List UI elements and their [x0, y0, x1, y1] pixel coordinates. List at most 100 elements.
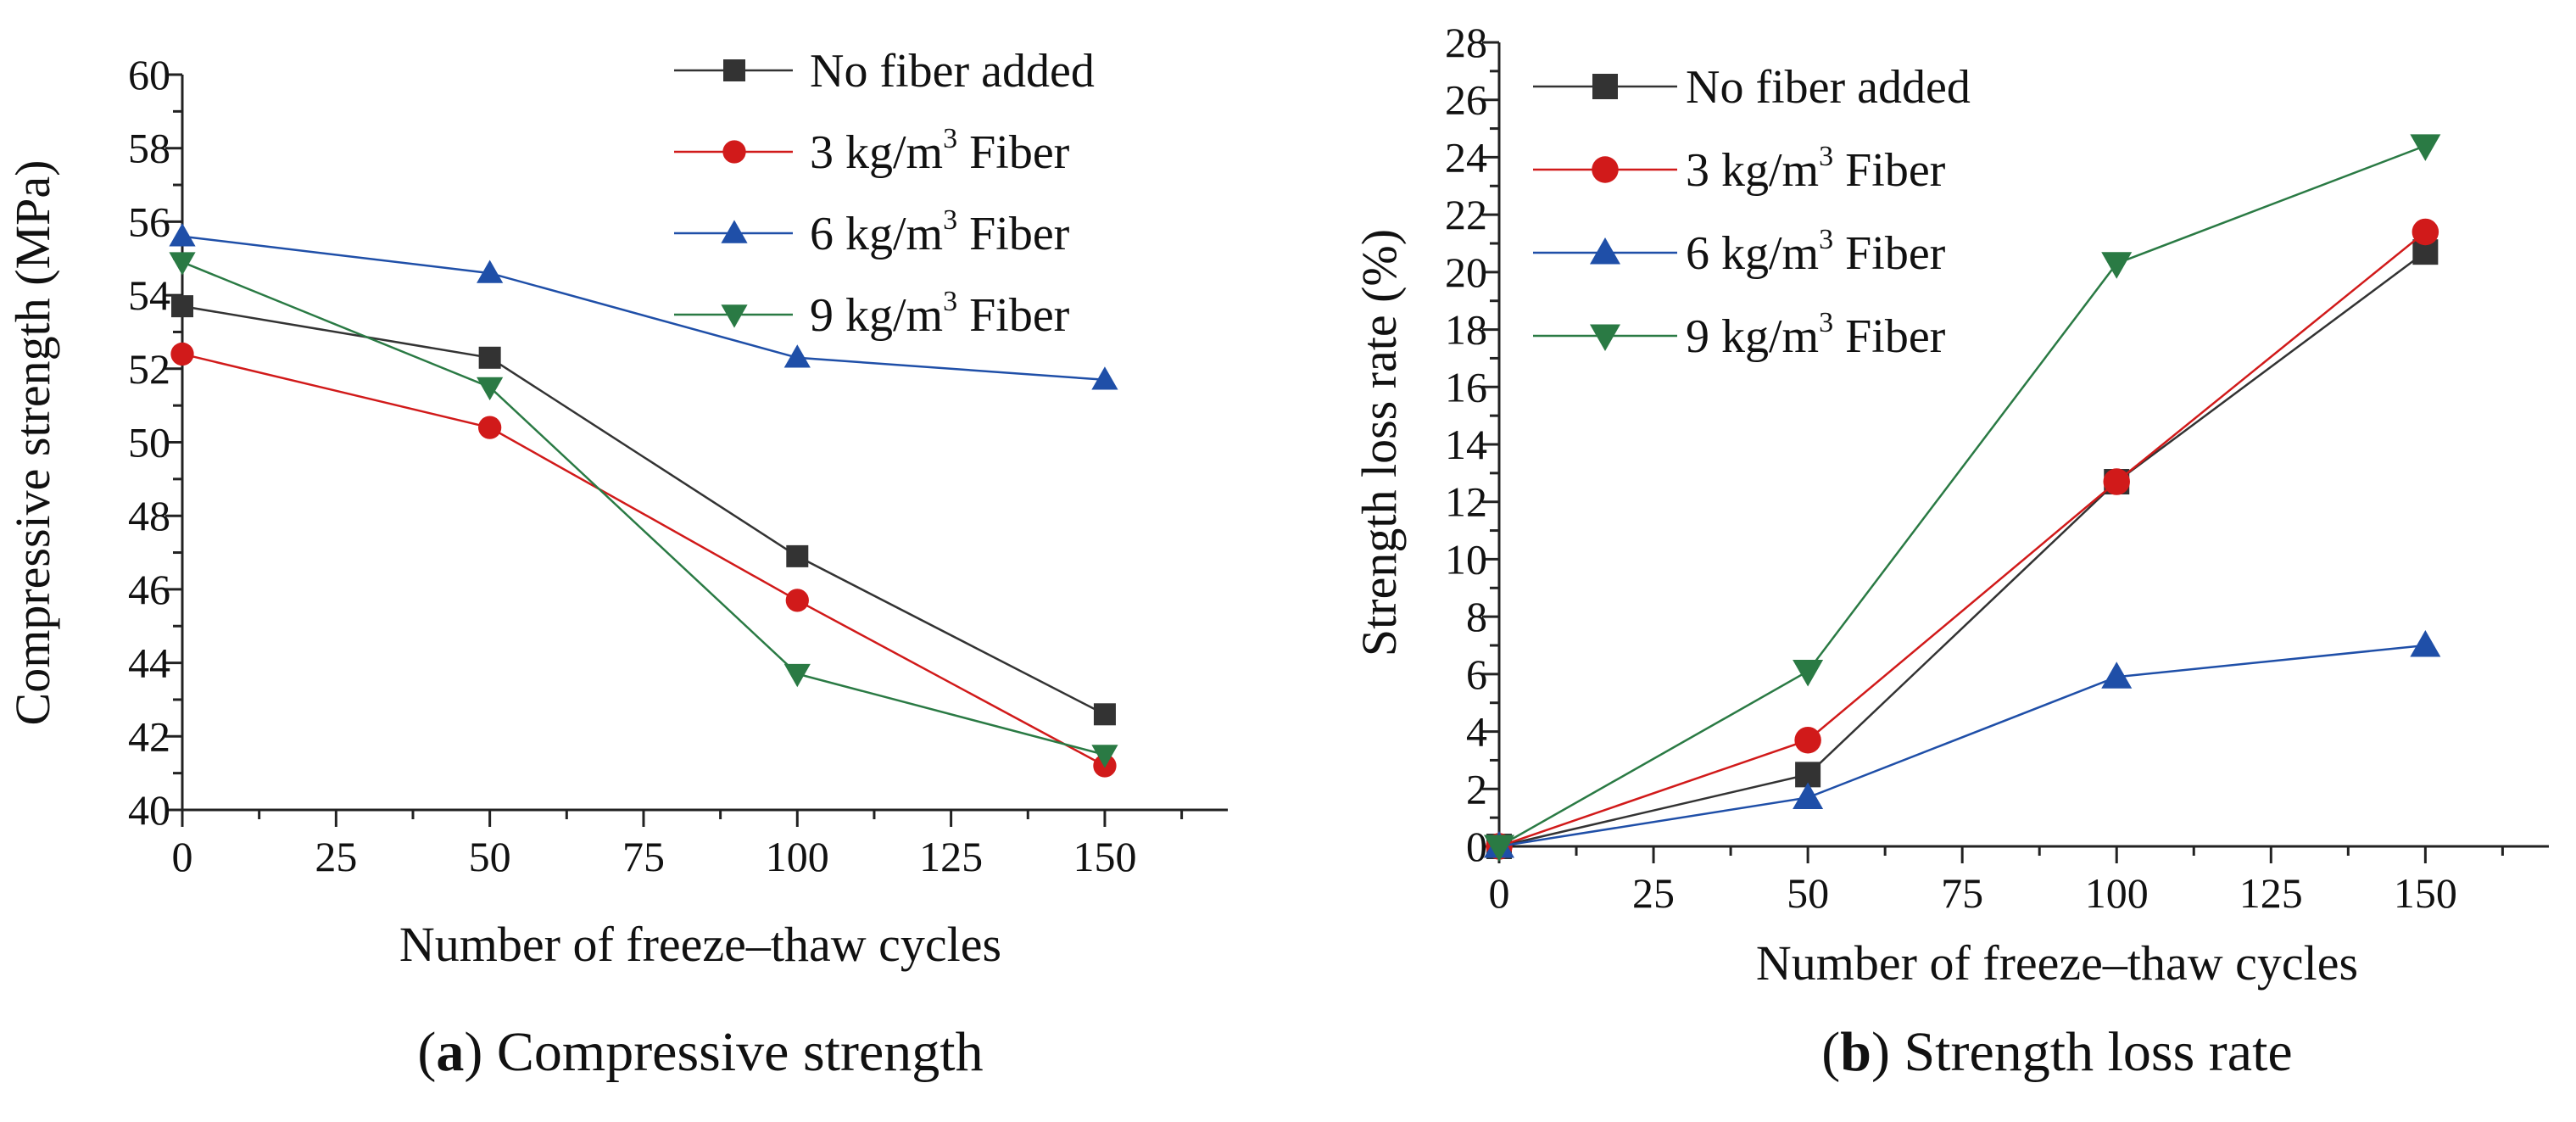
legend-item-a-2: 6 kg/m3 Fiber	[674, 204, 1070, 260]
legend-item-a-0: No fiber added	[674, 45, 1095, 98]
data-point-a-2-3	[1091, 366, 1118, 390]
data-point-a-1-0	[170, 342, 194, 366]
y-tick-label-b: 12	[1445, 478, 1487, 526]
legend-item-b-1: 3 kg/m3 Fiber	[1533, 141, 1946, 197]
x-tick-label-b: 75	[1941, 869, 1983, 917]
y-axis-title-a: Compressive strength (MPa)	[5, 160, 60, 726]
x-tick-label-a: 25	[315, 833, 357, 880]
series-line-b-0	[1498, 251, 2427, 848]
y-tick-label-a: 58	[128, 125, 170, 172]
legend-label-a-3: 9 kg/m3 Fiber	[810, 286, 1070, 342]
y-tick-label-a: 54	[128, 271, 170, 319]
y-tick-label-a: 52	[128, 345, 170, 393]
y-axis-title-b: Strength loss rate (%)	[1352, 229, 1407, 656]
legend-label-b-2: 6 kg/m3 Fiber	[1686, 224, 1946, 280]
y-tick-label-a: 56	[128, 198, 170, 245]
y-tick-label-b: 14	[1445, 421, 1487, 468]
legend-item-a-1: 3 kg/m3 Fiber	[674, 123, 1070, 179]
legend-marker-b-1	[1592, 156, 1619, 183]
y-tick-label-b: 20	[1445, 248, 1487, 296]
chart-panel-b: 0 25 50 75 100 125 150024681012141618202224262…	[1352, 19, 2549, 1083]
x-axis-title-b: Number of freeze–thaw cycles	[1756, 935, 2358, 991]
data-point-a-1-1	[477, 416, 502, 439]
legend-label-b-3: 9 kg/m3 Fiber	[1686, 307, 1946, 363]
legend-label-a-0: No fiber added	[810, 45, 1095, 98]
data-point-b-1-3	[2412, 218, 2439, 246]
series-line-a-0	[181, 304, 1106, 716]
x-tick-label-a: 150	[1073, 833, 1136, 880]
x-tick-label-b: 100	[2085, 869, 2149, 917]
x-tick-label-b: 25	[1632, 869, 1675, 917]
legend-marker-a-1	[722, 140, 746, 164]
legend-marker-b-0	[1592, 74, 1618, 99]
legend-a: No fiber added 3 kg/m3 Fiber 6 kg/m3 Fiber…	[674, 45, 1095, 342]
y-tick-label-b: 16	[1445, 363, 1487, 410]
legend-marker-b-2	[1590, 237, 1620, 265]
x-tick-label-a: 125	[919, 833, 983, 880]
data-point-b-1-2	[2103, 468, 2130, 495]
data-point-a-2-0	[169, 223, 196, 247]
data-point-a-2-2	[783, 344, 811, 368]
legend-label-a-2: 6 kg/m3 Fiber	[810, 204, 1070, 260]
legend-marker-b-3	[1590, 324, 1620, 351]
x-tick-label-b: 150	[2394, 869, 2457, 917]
y-tick-label-a: 50	[128, 419, 170, 466]
y-tick-label-b: 2	[1466, 765, 1487, 812]
series-line-b-2	[1498, 644, 2426, 848]
data-point-a-0-2	[786, 544, 809, 567]
legend-item-b-3: 9 kg/m3 Fiber	[1533, 307, 1946, 363]
series-b-2	[1484, 630, 2441, 858]
y-tick-label-b: 10	[1445, 535, 1487, 583]
y-tick-label-b: 8	[1466, 593, 1487, 640]
series-a-1	[170, 342, 1117, 778]
legend-label-b-0: No fiber added	[1686, 61, 1971, 114]
data-point-b-3-3	[2410, 134, 2441, 161]
y-tick-label-a: 46	[128, 566, 170, 613]
data-point-b-3-1	[1793, 659, 1824, 687]
y-tick-label-a: 42	[128, 712, 170, 760]
x-tick-label-b: 50	[1787, 869, 1829, 917]
y-tick-label-b: 18	[1445, 306, 1487, 354]
data-point-a-0-1	[478, 346, 501, 369]
y-tick-label-b: 24	[1445, 133, 1487, 181]
x-tick-label-a: 50	[469, 833, 511, 880]
data-point-a-3-2	[783, 663, 811, 688]
legend-b: No fiber added 3 kg/m3 Fiber 6 kg/m3 Fiber…	[1533, 61, 1971, 363]
series-line-b-3	[1498, 144, 2426, 848]
series-a-0	[171, 295, 1116, 726]
data-point-b-1-1	[1794, 726, 1821, 754]
series-line-b-1	[1498, 231, 2427, 848]
y-tick-label-b: 26	[1445, 76, 1487, 124]
y-tick-label-b: 0	[1466, 823, 1487, 870]
y-tick-label-a: 44	[128, 639, 170, 687]
y-tick-label-a: 60	[128, 51, 170, 98]
data-point-b-2-1	[1793, 782, 1824, 809]
legend-item-b-0: No fiber added	[1533, 61, 1971, 114]
caption-a: (a) Compressive strength	[417, 1021, 983, 1083]
x-tick-label-b: 0	[1489, 869, 1510, 917]
data-point-a-3-0	[169, 252, 196, 276]
axes-a: 0 25 50 75 100 125 150 40 42 44 46 48 50 52 54 56 58 60	[128, 51, 1228, 880]
data-point-a-0-0	[171, 295, 193, 318]
y-tick-label-b: 6	[1466, 650, 1487, 698]
legend-item-a-3: 9 kg/m3 Fiber	[674, 286, 1070, 342]
caption-b: (b) Strength loss rate	[1821, 1021, 2292, 1083]
x-axis-title-a: Number of freeze–thaw cycles	[399, 917, 1001, 972]
x-tick-label-a: 100	[766, 833, 829, 880]
y-tick-label-b: 28	[1445, 19, 1487, 66]
legend-label-a-1: 3 kg/m3 Fiber	[810, 123, 1070, 179]
data-point-a-0-3	[1093, 703, 1116, 726]
legend-marker-a-0	[723, 59, 745, 81]
x-tick-label-a: 0	[172, 833, 193, 880]
data-point-a-3-3	[1091, 745, 1118, 768]
legend-marker-a-2	[721, 220, 748, 243]
legend-item-b-2: 6 kg/m3 Fiber	[1533, 224, 1946, 280]
y-tick-label-b: 4	[1466, 708, 1487, 756]
data-point-b-3-2	[2101, 252, 2133, 279]
series-b-1	[1486, 218, 2439, 860]
series-line-a-1	[181, 353, 1106, 768]
data-point-a-2-1	[477, 260, 504, 283]
data-point-b-2-3	[2410, 630, 2441, 657]
